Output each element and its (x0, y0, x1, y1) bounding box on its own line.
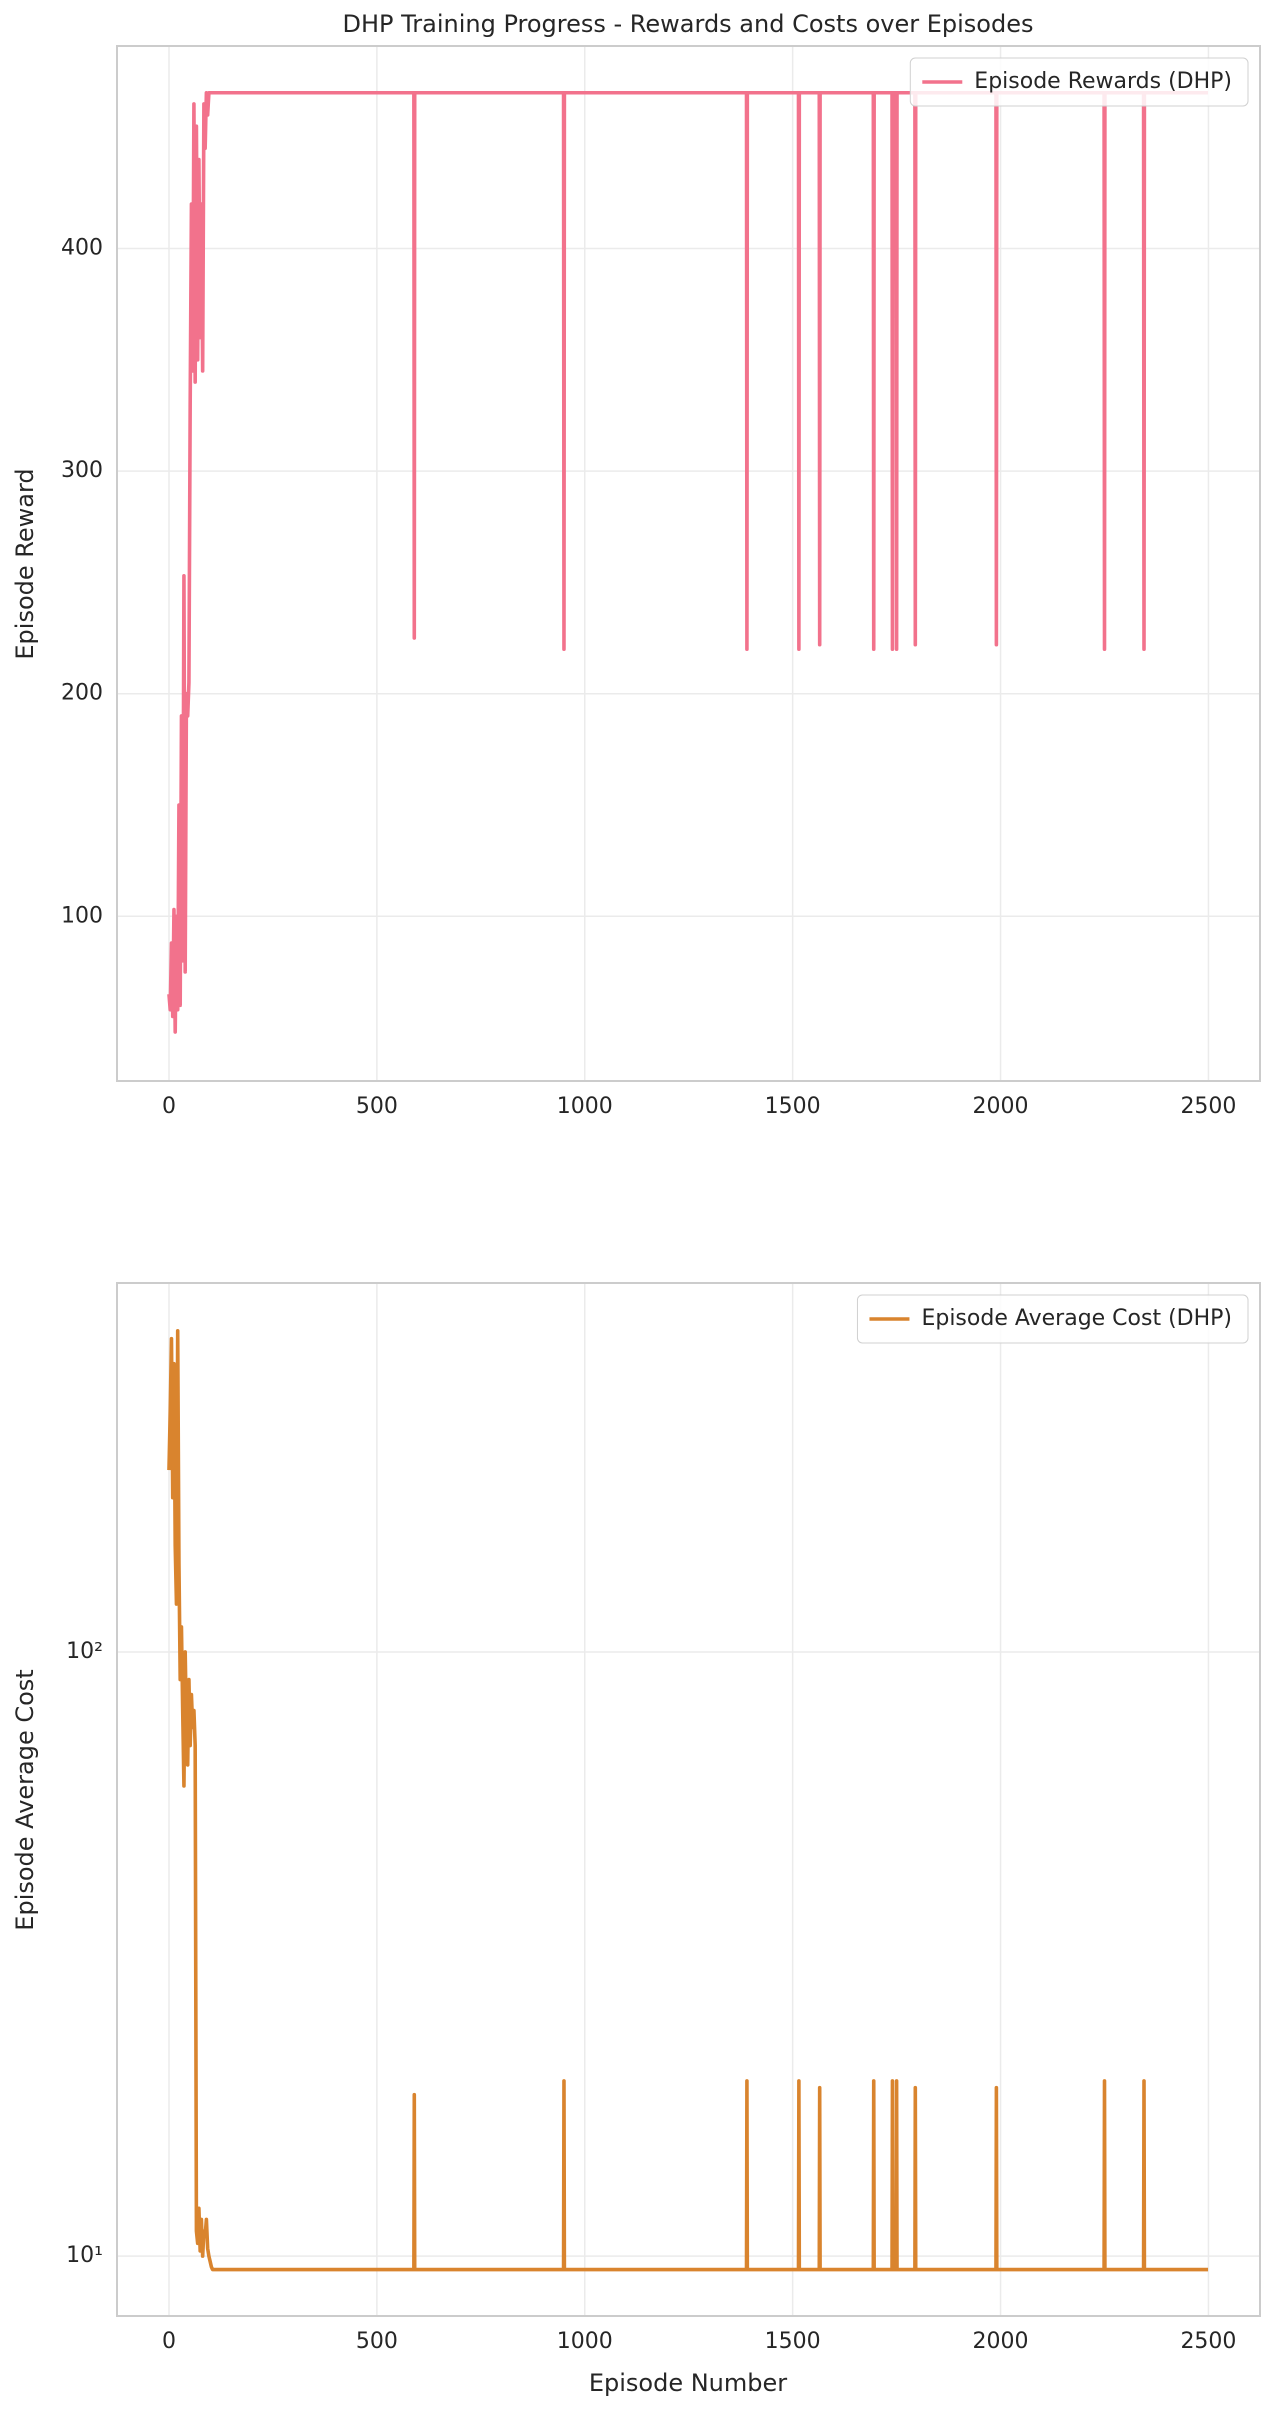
y-tick-label: 100 (61, 903, 103, 928)
x-tick-label: 500 (356, 2329, 398, 2354)
legend: Episode Rewards (DHP) (909, 57, 1249, 107)
x-tick-label: 2500 (1180, 1094, 1236, 1119)
legend-label: Episode Average Cost (DHP) (921, 1306, 1232, 1331)
x-tick-label: 2000 (973, 2329, 1029, 2354)
legend-label: Episode Rewards (DHP) (974, 69, 1232, 94)
plot-area (117, 46, 1260, 1081)
legend: Episode Average Cost (DHP) (856, 1294, 1249, 1344)
x-tick-label: 1000 (557, 2329, 613, 2354)
x-tick-label: 1000 (557, 1094, 613, 1119)
x-tick-label: 0 (162, 2329, 176, 2354)
plot-frame (116, 45, 1261, 1082)
y-tick-label: 300 (61, 458, 103, 483)
legend-box (909, 57, 1249, 107)
x-tick-label: 2500 (1180, 2329, 1236, 2354)
y-tick-label: 10² (66, 1639, 103, 1664)
plot-frame (116, 1282, 1261, 2317)
data-line (167, 1329, 1209, 2272)
y-axis-label: Episode Reward (11, 468, 39, 659)
x-tick-label: 1500 (765, 2329, 821, 2354)
legend-box (856, 1294, 1249, 1344)
chart-title: DHP Training Progress - Rewards and Cost… (343, 10, 1034, 38)
x-tick-label: 500 (356, 1094, 398, 1119)
y-axis-label: Episode Average Cost (11, 1669, 39, 1930)
plot-area (117, 1283, 1260, 2316)
y-tick-label: 10¹ (66, 2243, 103, 2268)
y-tick-label: 200 (61, 681, 103, 706)
y-tick-label: 400 (61, 236, 103, 261)
x-axis-label: Episode Number (589, 2369, 787, 2397)
x-tick-label: 0 (162, 1094, 176, 1119)
x-tick-label: 1500 (765, 1094, 821, 1119)
x-tick-label: 2000 (973, 1094, 1029, 1119)
